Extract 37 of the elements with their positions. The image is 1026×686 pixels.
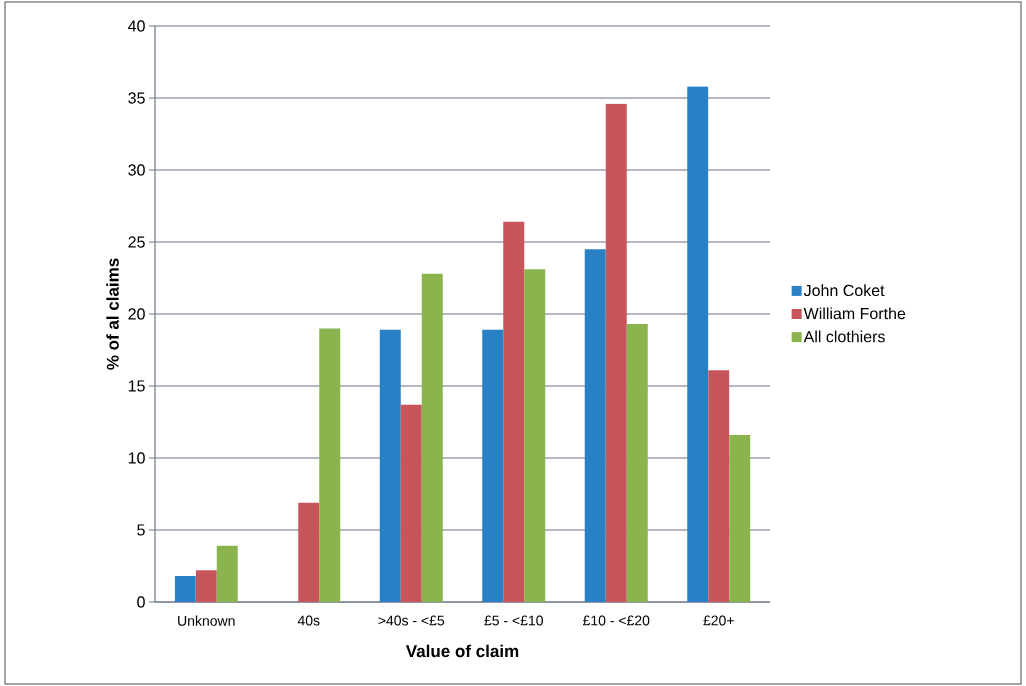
- bar: [174, 576, 196, 602]
- x-tick-label: Unknown: [178, 615, 235, 626]
- legend-label: All clothiers: [803, 330, 885, 343]
- x-axis-title: Value of claim: [405, 644, 519, 658]
- x-tick-label: £5 - <£10: [484, 615, 543, 626]
- bar: [379, 329, 401, 602]
- y-tick-label: 15: [128, 380, 145, 392]
- y-tick-label: 0: [137, 596, 145, 608]
- x-tick-label: £10 - <£20: [582, 615, 650, 626]
- legend-label: William Forthe: [803, 307, 906, 320]
- legend-label: John Coket: [803, 284, 885, 297]
- bar: [400, 404, 422, 602]
- bar: [708, 370, 730, 602]
- bar: [605, 103, 627, 602]
- bar: [503, 221, 525, 602]
- y-tick-label: 10: [128, 452, 145, 464]
- x-tick-label: 40s: [297, 615, 320, 626]
- x-tick-label: >40s - <£5: [378, 615, 445, 626]
- bar: [729, 434, 751, 602]
- bar: [482, 329, 504, 602]
- bar: [195, 570, 217, 602]
- x-tick-label: £20+: [703, 615, 734, 626]
- y-tick-label: 20: [128, 308, 145, 320]
- y-tick-label: 25: [128, 236, 145, 248]
- bar: [421, 273, 443, 602]
- y-axis-title: % of al claims: [106, 258, 119, 370]
- y-tick-label: 30: [128, 164, 145, 176]
- y-tick-label: 40: [128, 20, 145, 32]
- bar: [687, 86, 709, 602]
- bar: [216, 545, 238, 602]
- y-tick-label: 5: [137, 524, 145, 536]
- bar: [584, 249, 606, 602]
- bar: [626, 324, 648, 602]
- bar: [524, 269, 546, 602]
- bar: [319, 328, 341, 602]
- y-tick-label: 35: [128, 92, 145, 104]
- bar: [298, 502, 320, 602]
